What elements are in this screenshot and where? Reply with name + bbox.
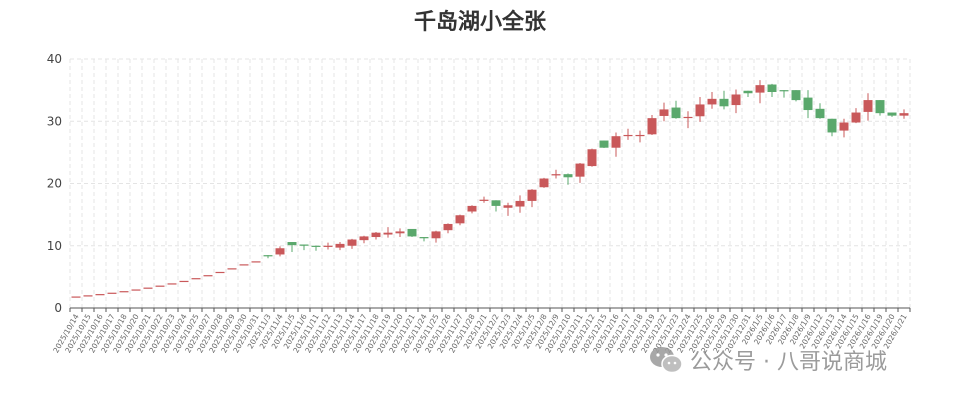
candle-body [839, 122, 849, 131]
candle-body [95, 294, 105, 296]
chart-title: 千岛湖小全张 [413, 10, 546, 35]
y-tick-label: 10 [47, 239, 62, 253]
y-tick-label: 40 [47, 52, 62, 66]
candle-body [527, 189, 537, 201]
candle-body [191, 278, 201, 280]
candle-body [167, 283, 177, 285]
candle-body [683, 116, 693, 119]
candle-body [359, 236, 369, 241]
candle-body [227, 268, 237, 270]
candle-body [407, 228, 417, 237]
candle-body [131, 289, 141, 291]
candle-body [455, 215, 465, 224]
candle-body [851, 112, 861, 123]
candle-body [107, 292, 117, 294]
candle-body [179, 280, 189, 283]
candle-body [731, 94, 741, 106]
candle-body [611, 136, 621, 148]
candle-body [647, 118, 657, 135]
candle-body [275, 248, 285, 255]
candle-body [419, 237, 429, 239]
candle-body [671, 107, 681, 119]
candle-body [707, 98, 717, 105]
candle-body [383, 232, 393, 235]
candle-body [395, 231, 405, 234]
candle-body [491, 200, 501, 206]
candle-body [791, 90, 801, 101]
watermark-text: 公众号 · 八哥说商城 [690, 350, 887, 375]
candle-body [803, 97, 813, 111]
wechat-icon [650, 347, 683, 374]
candle-body [515, 200, 525, 207]
candle-body [659, 109, 669, 116]
candle-body [467, 205, 477, 212]
candle-body [203, 275, 213, 277]
candle-body [215, 271, 225, 274]
candle-body [719, 98, 729, 107]
candle-body [479, 199, 489, 201]
candle-body [287, 242, 297, 246]
candle-body [695, 104, 705, 117]
candle-body [311, 245, 321, 247]
candle-body [263, 255, 273, 257]
candle-body [827, 118, 837, 133]
candle-body [335, 243, 345, 248]
candle-body [599, 140, 609, 148]
candle-body [899, 113, 909, 116]
candle-body [815, 108, 825, 119]
candle-body [539, 178, 549, 188]
candle-body [755, 85, 765, 93]
candle-body [371, 232, 381, 238]
candle-body [779, 90, 789, 92]
candle-body [551, 174, 561, 176]
candle-body [767, 84, 777, 92]
candle-body [239, 264, 249, 266]
candle-body [587, 149, 597, 167]
candle-body [143, 287, 153, 289]
candle-body [887, 112, 897, 116]
y-tick-label: 0 [54, 301, 62, 315]
candle-body [743, 90, 753, 94]
candle-body [119, 291, 129, 293]
candle-body [563, 174, 573, 178]
candle-body [635, 134, 645, 137]
watermark: 公众号 · 八哥说商城 [648, 344, 887, 376]
candle-body [623, 134, 633, 137]
candle-body [443, 223, 453, 231]
candle-body [575, 163, 585, 177]
candle-body [875, 100, 885, 114]
candle-body [431, 231, 441, 239]
candle-body [347, 239, 357, 246]
candle-body [863, 100, 873, 112]
candle-body [71, 296, 81, 298]
candle-body [503, 205, 513, 208]
candle-body [251, 261, 261, 263]
candle-body [83, 295, 93, 297]
candle-body [299, 244, 309, 246]
candle-body [155, 285, 165, 287]
candle-body [323, 245, 333, 247]
y-tick-label: 20 [47, 177, 62, 191]
y-tick-label: 30 [47, 114, 62, 128]
